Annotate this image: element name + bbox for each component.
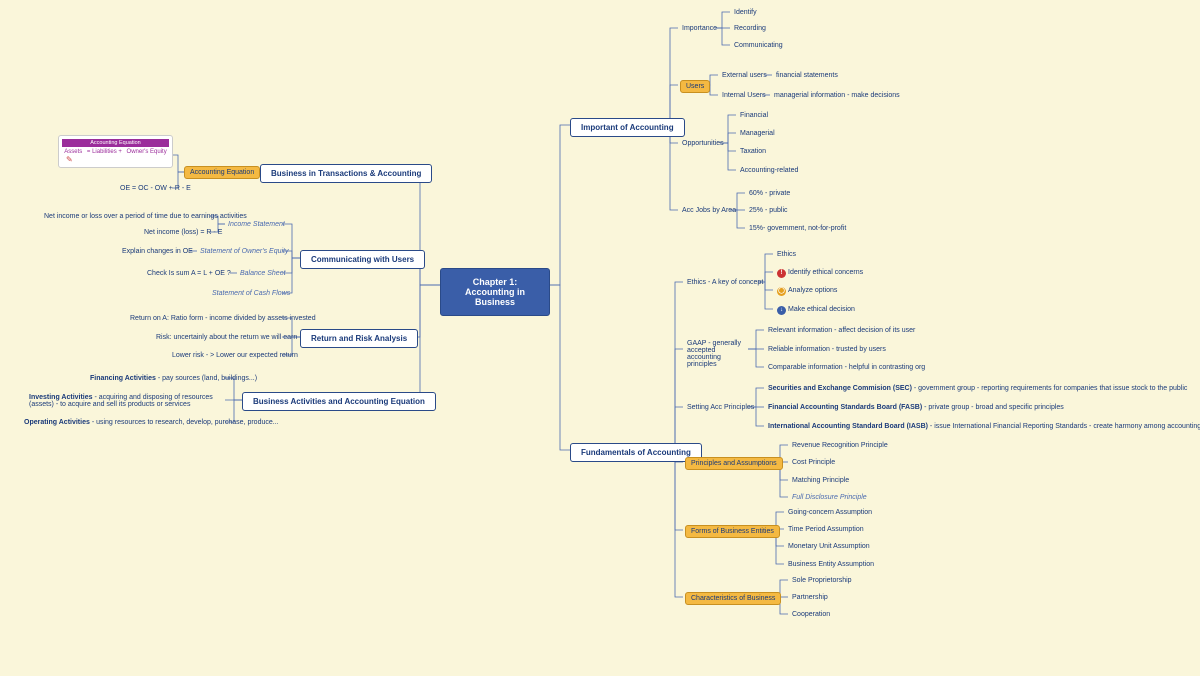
users-label[interactable]: Users <box>680 80 710 93</box>
statement-cash-flows[interactable]: Statement of Cash Flows <box>210 289 292 298</box>
ethics-label[interactable]: Ethics - A key of concept <box>685 278 765 287</box>
form-0: Going-concern Assumption <box>786 508 874 517</box>
income-detail-2: Net income (loss) = R - E <box>142 228 224 237</box>
internal-users-b: managerial information - make decisions <box>772 91 902 100</box>
principles-assumptions-label[interactable]: Principles and Assumptions <box>685 457 783 470</box>
return-item-1: Risk: uncertainly about the return we wi… <box>154 333 299 342</box>
opportunities-label[interactable]: Opportunities <box>680 139 726 148</box>
ethics-1: !Identify ethical concerns <box>775 268 865 279</box>
branch-business-transactions[interactable]: Business in Transactions & Accounting <box>260 164 432 183</box>
branch-communicating-users[interactable]: Communicating with Users <box>300 250 425 269</box>
gaap-1: Reliable information - trusted by users <box>766 345 888 354</box>
branch-return-risk[interactable]: Return and Risk Analysis <box>300 329 418 348</box>
fasb-item: Financial Accounting Standards Board (FA… <box>766 403 1066 412</box>
ethics-3: ↓Make ethical decision <box>775 305 857 316</box>
return-item-0: Return on A: Ratio form - income divided… <box>128 314 318 323</box>
income-detail-1: Net income or loss over a period of time… <box>42 212 249 221</box>
return-item-2: Lower risk - > Lower our expected return <box>170 351 300 360</box>
char-0: Sole Proprietorship <box>790 576 854 585</box>
branch-important-accounting[interactable]: Important of Accounting <box>570 118 685 137</box>
jobs-label[interactable]: Acc Jobs by Area <box>680 206 738 215</box>
external-users: External users <box>720 71 769 80</box>
characteristics-business-label[interactable]: Characteristics of Business <box>685 592 781 605</box>
form-2: Monetary Unit Assumption <box>786 542 872 551</box>
job-0: 60% - private <box>747 189 792 198</box>
pa-3: Full Disclosure Principle <box>790 493 869 502</box>
central-node[interactable]: Chapter 1: Accounting in Business <box>440 268 550 316</box>
equation-diagram: Accounting Equation Assets= Liabilities … <box>58 135 173 168</box>
financing-activities: Financing Activities - pay sources (land… <box>88 374 259 383</box>
pa-1: Cost Principle <box>790 458 837 467</box>
investing-activities: Investing Activities - acquiring and dis… <box>27 393 227 409</box>
job-1: 25% - public <box>747 206 790 215</box>
importance-label[interactable]: Importance <box>680 24 719 33</box>
importance-0: Identify <box>732 8 759 17</box>
branch-fundamentals[interactable]: Fundamentals of Accounting <box>570 443 702 462</box>
balance-sheet[interactable]: Balance Sheet <box>238 269 288 278</box>
gaap-0: Relevant information - affect decision o… <box>766 326 917 335</box>
accounting-equation-box[interactable]: Accounting Equation <box>184 166 260 179</box>
opp-0: Financial <box>738 111 770 120</box>
char-1: Partnership <box>790 593 830 602</box>
statement-owners-equity[interactable]: Statement of Owner's Equity <box>198 247 291 256</box>
job-2: 15%- government, not-for-profit <box>747 224 848 233</box>
importance-1: Recording <box>732 24 768 33</box>
gaap-2: Comparable information - helpful in cont… <box>766 363 927 372</box>
operating-activities: Operating Activities - using resources t… <box>22 418 281 427</box>
opp-1: Managerial <box>738 129 777 138</box>
setting-principles-label[interactable]: Setting Acc Principles <box>685 403 756 412</box>
bs-detail: Check Is sum A = L + OE ? <box>145 269 233 278</box>
pa-0: Revenue Recognition Principle <box>790 441 890 450</box>
pa-2: Matching Principle <box>790 476 851 485</box>
char-2: Cooperation <box>790 610 832 619</box>
form-3: Business Entity Assumption <box>786 560 876 569</box>
internal-users: Internal Users <box>720 91 768 100</box>
opp-2: Taxation <box>738 147 768 156</box>
importance-2: Communicating <box>732 41 785 50</box>
opp-3: Accounting-related <box>738 166 800 175</box>
gaap-label[interactable]: GAAP - generally accepted accounting pri… <box>685 339 745 369</box>
oe-formula: OE = OC - OW + R - E <box>118 184 193 193</box>
ethics-2: ◯Analyze options <box>775 286 839 297</box>
iasb-item: International Accounting Standard Board … <box>766 422 1200 431</box>
branch-business-activities[interactable]: Business Activities and Accounting Equat… <box>242 392 436 411</box>
sec-item: Securities and Exchange Commision (SEC) … <box>766 384 1189 393</box>
form-1: Time Period Assumption <box>786 525 866 534</box>
external-users-b: financial statements <box>774 71 840 80</box>
soe-detail: Explain changes in OE <box>120 247 195 256</box>
forms-business-label[interactable]: Forms of Business Entities <box>685 525 780 538</box>
ethics-0: Ethics <box>775 250 798 259</box>
income-statement[interactable]: Income Statement <box>226 220 287 229</box>
